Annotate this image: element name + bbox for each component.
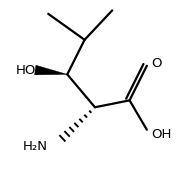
Text: OH: OH — [151, 128, 171, 141]
Text: H₂N: H₂N — [22, 140, 47, 153]
Polygon shape — [35, 65, 67, 75]
Text: O: O — [151, 57, 162, 70]
Text: HO: HO — [16, 63, 37, 77]
